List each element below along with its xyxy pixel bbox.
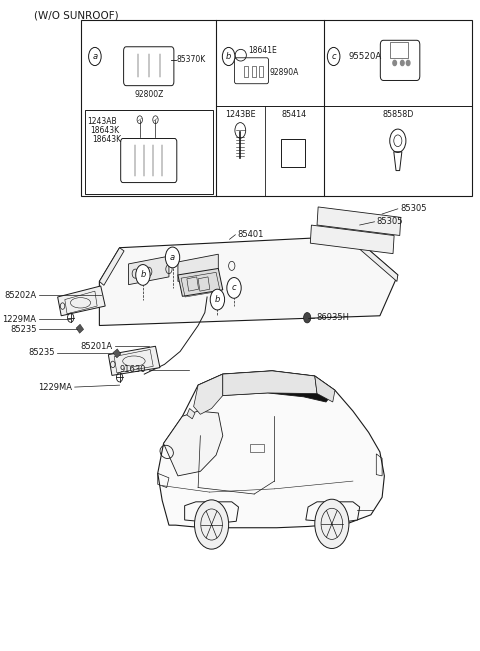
Polygon shape (178, 268, 223, 296)
Polygon shape (76, 324, 84, 333)
Circle shape (222, 48, 235, 66)
Text: 1243AB: 1243AB (87, 117, 117, 126)
Text: 18641E: 18641E (248, 46, 276, 55)
Text: c: c (331, 52, 336, 61)
Polygon shape (58, 286, 105, 316)
Circle shape (136, 264, 150, 285)
Text: 18643K: 18643K (90, 126, 119, 135)
Text: a: a (170, 253, 175, 262)
Text: 85202A: 85202A (4, 290, 36, 299)
Text: 92800Z: 92800Z (134, 90, 163, 99)
Polygon shape (164, 411, 223, 476)
Circle shape (393, 61, 396, 66)
Circle shape (165, 247, 180, 268)
Text: 85235: 85235 (28, 348, 55, 357)
Circle shape (194, 500, 228, 549)
Circle shape (89, 48, 101, 66)
Circle shape (327, 48, 340, 66)
Text: a: a (92, 52, 97, 61)
Text: c: c (232, 283, 236, 292)
Polygon shape (310, 225, 394, 254)
Text: 91630: 91630 (120, 365, 146, 374)
Polygon shape (306, 502, 360, 523)
Polygon shape (178, 254, 218, 281)
Bar (244, 66, 248, 77)
Polygon shape (315, 376, 335, 402)
Text: (W/O SUNROOF): (W/O SUNROOF) (34, 10, 119, 21)
Text: 85201A: 85201A (81, 342, 113, 351)
Polygon shape (198, 371, 335, 402)
Text: 1243BE: 1243BE (225, 109, 256, 118)
Text: 85305: 85305 (377, 217, 403, 227)
Text: 85858D: 85858D (382, 109, 413, 118)
Polygon shape (99, 236, 398, 326)
Text: 92890A: 92890A (270, 68, 300, 77)
Circle shape (227, 277, 241, 298)
Circle shape (315, 499, 349, 549)
Text: 85370K: 85370K (177, 55, 206, 64)
Polygon shape (193, 374, 223, 414)
Polygon shape (185, 502, 239, 523)
Text: 95520A: 95520A (348, 52, 382, 61)
Polygon shape (223, 371, 317, 396)
Polygon shape (129, 256, 169, 284)
Text: b: b (215, 295, 220, 304)
Polygon shape (113, 349, 121, 358)
Text: 85414: 85414 (282, 109, 307, 118)
Text: 86935H: 86935H (316, 313, 349, 322)
Text: 85305: 85305 (400, 204, 427, 214)
Circle shape (407, 61, 410, 66)
Bar (281, 139, 305, 167)
Polygon shape (108, 346, 160, 376)
Text: 1229MA: 1229MA (2, 314, 36, 324)
Polygon shape (317, 207, 401, 236)
Circle shape (400, 61, 404, 66)
Bar (259, 66, 263, 77)
Polygon shape (99, 248, 124, 285)
Text: 18643K: 18643K (93, 135, 122, 144)
Polygon shape (187, 408, 195, 419)
Text: b: b (140, 270, 145, 279)
Text: b: b (226, 52, 231, 61)
Bar (390, 42, 408, 58)
Text: 85401: 85401 (238, 230, 264, 240)
Polygon shape (158, 371, 384, 528)
Polygon shape (352, 236, 398, 281)
Text: 85235: 85235 (10, 325, 36, 334)
Bar (250, 444, 264, 452)
Text: 1229MA: 1229MA (38, 383, 72, 392)
Circle shape (303, 312, 311, 323)
Circle shape (210, 289, 225, 310)
Bar (252, 66, 256, 77)
